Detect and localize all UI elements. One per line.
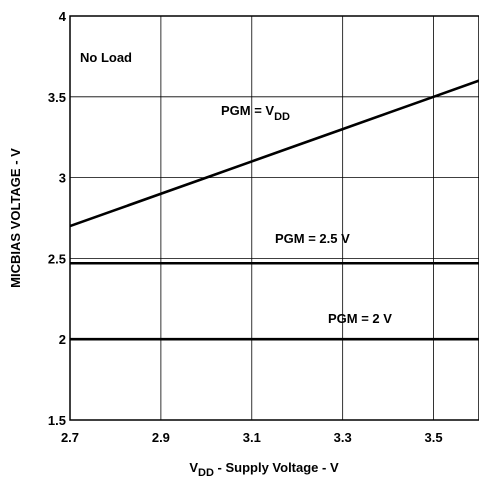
x-axis-label-main: V xyxy=(189,460,198,475)
annotation-no-load: No Load xyxy=(80,50,132,65)
y-tick-label: 3.5 xyxy=(48,90,66,105)
plot-area xyxy=(70,16,479,420)
y-tick-labels: 1.5 2 2.5 3 3.5 4 xyxy=(48,9,67,428)
x-axis-label: VDD - Supply Voltage - V xyxy=(189,460,339,479)
x-axis-label-sub: DD xyxy=(198,467,214,479)
y-tick-label: 2 xyxy=(59,332,66,347)
x-tick-label: 2.9 xyxy=(152,430,170,445)
series-line-pgm-vdd xyxy=(69,79,479,228)
series-lines xyxy=(69,79,479,341)
y-tick-label: 3 xyxy=(59,171,66,186)
x-tick-label: 3.1 xyxy=(243,430,261,445)
series-label-pgm-2-5v: PGM = 2.5 V xyxy=(275,231,350,246)
series-label-pgm-2v: PGM = 2 V xyxy=(328,311,392,326)
x-tick-label: 3.5 xyxy=(425,430,443,445)
y-tick-label: 4 xyxy=(59,9,67,24)
y-tick-label: 1.5 xyxy=(48,413,66,428)
x-axis-label-rest: - Supply Voltage - V xyxy=(214,460,339,475)
series-label-pgm-vdd: PGM = VDD xyxy=(221,103,290,123)
x-tick-label: 3.3 xyxy=(334,430,352,445)
series-label-pgm-vdd-main: PGM = V xyxy=(221,103,274,118)
series-label-pgm-vdd-sub: DD xyxy=(274,111,290,123)
x-tick-label: 2.7 xyxy=(61,430,79,445)
x-tick-labels: 2.7 2.9 3.1 3.3 3.5 xyxy=(61,430,443,445)
y-tick-label: 2.5 xyxy=(48,251,66,266)
plot-frame xyxy=(69,15,479,421)
y-axis-label: MICBIAS VOLTAGE - V xyxy=(8,148,23,288)
